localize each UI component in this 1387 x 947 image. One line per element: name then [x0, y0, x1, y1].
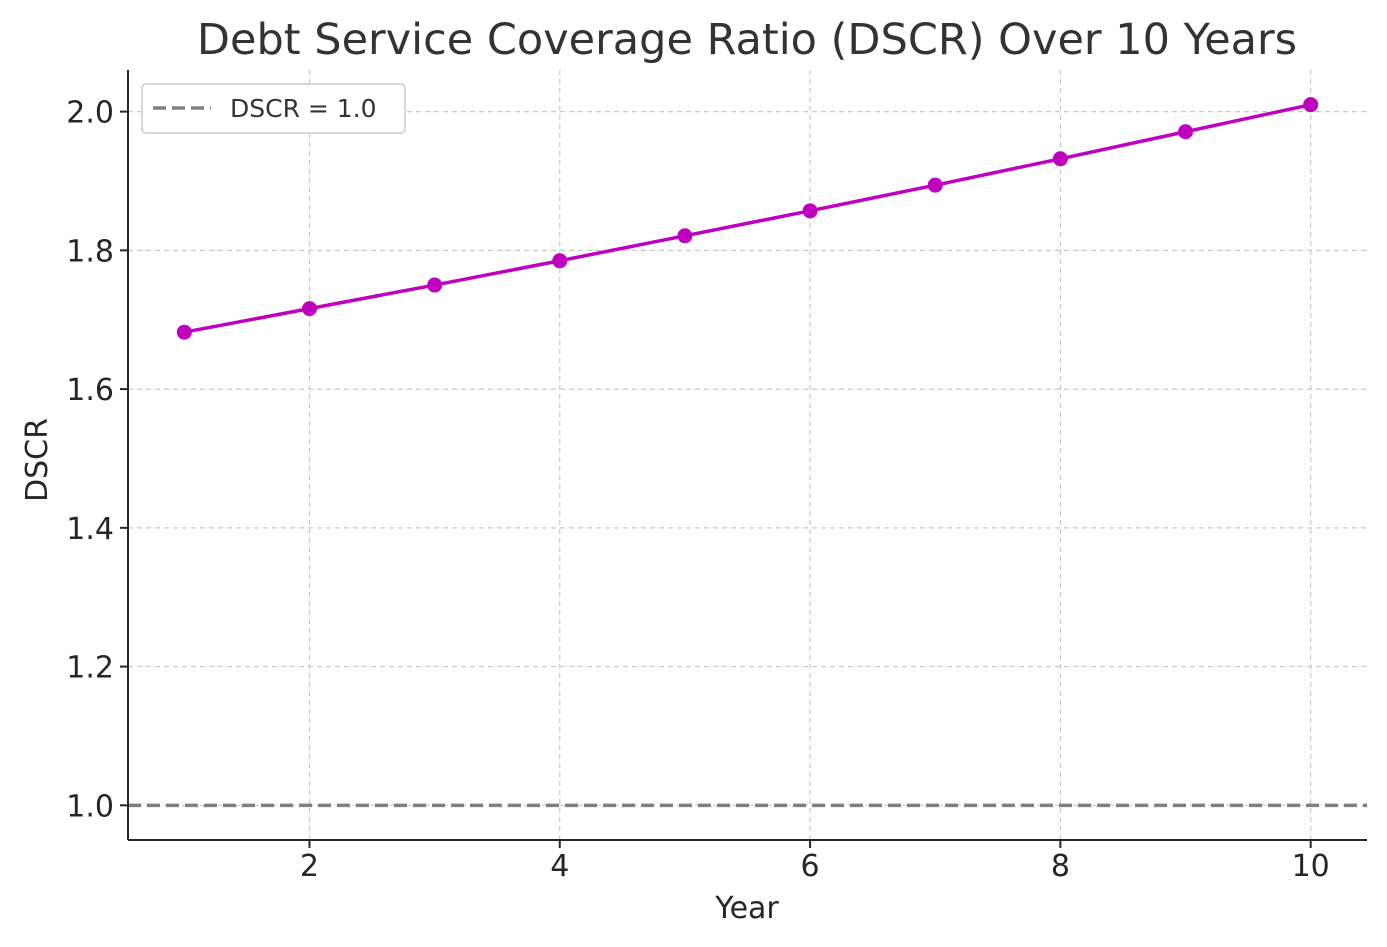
data-point	[1178, 124, 1194, 140]
y-tick-label: 1.2	[66, 651, 114, 686]
chart-title: Debt Service Coverage Ratio (DSCR) Over …	[197, 15, 1297, 65]
y-tick-label: 1.8	[66, 234, 114, 269]
grid	[128, 70, 1367, 840]
legend-box	[141, 83, 406, 134]
x-tick-label: 10	[1292, 849, 1330, 884]
axes	[127, 70, 1367, 841]
data-point	[677, 228, 693, 244]
y-tick-label: 1.4	[66, 512, 114, 547]
data-point	[927, 177, 943, 193]
data-point	[1052, 151, 1068, 167]
series-line	[183, 102, 1312, 334]
data-point	[301, 301, 317, 317]
x-tick-label: 6	[801, 849, 820, 884]
y-tick-label: 1.6	[66, 373, 114, 408]
data-point	[1303, 97, 1319, 113]
series-layer	[176, 97, 1319, 340]
y-tick-label: 2.0	[66, 96, 114, 131]
y-ticks: 1.0 1.2 1.4 1.6 1.8 2.0	[66, 96, 128, 824]
data-point	[802, 203, 818, 219]
data-point	[176, 324, 192, 340]
legend-label-dscr-line: DSCR = 1.0	[230, 94, 377, 123]
y-axis-label: DSCR	[20, 418, 55, 502]
legend: DSCR = 1.0	[141, 83, 406, 134]
x-tick-label: 4	[550, 849, 569, 884]
x-ticks: 2 4 6 8 10	[300, 840, 1330, 884]
x-tick-label: 8	[1051, 849, 1070, 884]
x-tick-label: 2	[300, 849, 319, 884]
data-point	[552, 253, 568, 269]
data-point	[427, 277, 443, 293]
x-axis-label: Year	[714, 891, 779, 926]
y-tick-label: 1.0	[66, 789, 114, 824]
